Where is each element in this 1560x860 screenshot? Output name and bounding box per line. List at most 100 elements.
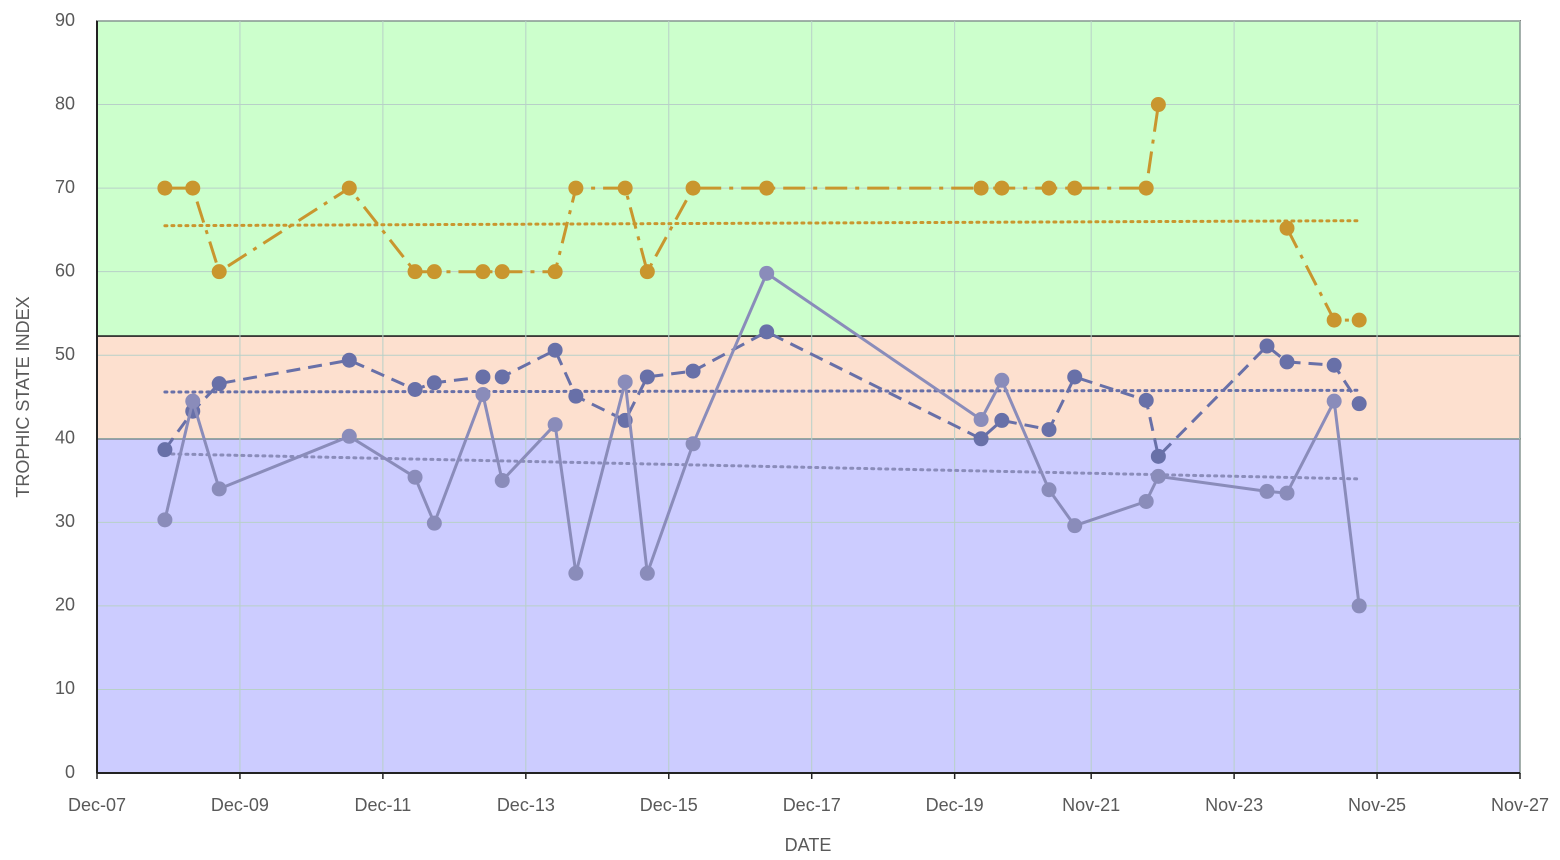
data-point xyxy=(475,264,491,280)
data-point xyxy=(547,417,563,433)
data-point xyxy=(1259,483,1275,499)
data-point xyxy=(1279,485,1295,501)
data-point xyxy=(973,431,989,447)
data-point xyxy=(341,180,357,196)
data-point xyxy=(1041,482,1057,498)
y-tick-label: 30 xyxy=(55,511,75,531)
data-point xyxy=(1351,396,1367,412)
data-point xyxy=(1138,493,1154,509)
x-axis-label: DATE xyxy=(785,835,832,855)
series-lines xyxy=(157,97,1367,614)
data-point xyxy=(1150,448,1166,464)
y-tick-label: 90 xyxy=(55,10,75,30)
y-tick-label: 80 xyxy=(55,93,75,113)
data-point xyxy=(685,180,701,196)
data-point xyxy=(341,352,357,368)
data-point xyxy=(426,515,442,531)
y-tick-label: 0 xyxy=(65,762,75,782)
data-point xyxy=(973,180,989,196)
data-point xyxy=(973,412,989,428)
data-point xyxy=(1259,338,1275,354)
band xyxy=(96,335,1521,440)
data-point xyxy=(475,386,491,402)
x-tick-label: Nov-25 xyxy=(1348,795,1406,815)
data-point xyxy=(617,180,633,196)
data-point xyxy=(426,375,442,391)
x-tick-label: Dec-17 xyxy=(783,795,841,815)
data-point xyxy=(407,469,423,485)
data-point xyxy=(1041,422,1057,438)
data-point xyxy=(1351,598,1367,614)
data-point xyxy=(759,265,775,281)
data-point xyxy=(639,565,655,581)
x-tick-label: Nov-23 xyxy=(1205,795,1263,815)
data-point xyxy=(1067,369,1083,385)
data-point xyxy=(994,412,1010,428)
data-point xyxy=(494,264,510,280)
data-point xyxy=(568,180,584,196)
data-point xyxy=(185,180,201,196)
data-point xyxy=(1138,392,1154,408)
y-tick-label: 70 xyxy=(55,177,75,197)
y-axis-label: TROPHIC STATE INDEX xyxy=(13,296,33,497)
x-tick-label: Dec-11 xyxy=(355,795,412,815)
band xyxy=(96,20,1521,337)
data-point xyxy=(547,264,563,280)
data-point xyxy=(1326,312,1342,328)
y-tick-label: 40 xyxy=(55,428,75,448)
data-point xyxy=(475,369,491,385)
x-tick-label: Nov-21 xyxy=(1062,795,1120,815)
data-point xyxy=(494,473,510,489)
data-point xyxy=(426,264,442,280)
data-point xyxy=(211,481,227,497)
x-tick-label: Nov-27 xyxy=(1491,795,1549,815)
data-point xyxy=(1150,468,1166,484)
data-point xyxy=(617,374,633,390)
data-point xyxy=(994,372,1010,388)
data-point xyxy=(1326,357,1342,373)
x-tick-label: Dec-19 xyxy=(926,795,984,815)
data-point xyxy=(1138,180,1154,196)
data-point xyxy=(407,381,423,397)
y-tick-label: 50 xyxy=(55,344,75,364)
data-point xyxy=(1351,312,1367,328)
data-point xyxy=(1067,518,1083,534)
data-point xyxy=(685,363,701,379)
data-point xyxy=(157,442,173,458)
data-point xyxy=(685,436,701,452)
data-point xyxy=(185,393,201,409)
data-point xyxy=(759,324,775,340)
data-point xyxy=(1041,180,1057,196)
x-tick-label: Dec-15 xyxy=(640,795,698,815)
y-tick-label: 20 xyxy=(55,595,75,615)
data-point xyxy=(547,342,563,358)
data-point xyxy=(1279,220,1295,236)
data-point xyxy=(494,369,510,385)
series-line xyxy=(163,271,1361,607)
data-point xyxy=(568,565,584,581)
data-point xyxy=(639,264,655,280)
x-tick-label: Dec-13 xyxy=(497,795,555,815)
y-tick-label: 60 xyxy=(55,260,75,280)
data-point xyxy=(407,264,423,280)
grid xyxy=(96,20,1521,779)
data-point xyxy=(639,369,655,385)
data-point xyxy=(341,428,357,444)
x-tick-label: Dec-09 xyxy=(211,795,269,815)
data-point xyxy=(157,180,173,196)
trend-line xyxy=(163,219,1361,228)
data-point xyxy=(759,180,775,196)
data-point xyxy=(157,512,173,528)
bands xyxy=(96,20,1521,774)
data-point xyxy=(568,388,584,404)
y-tick-label: 10 xyxy=(55,678,75,698)
data-point xyxy=(1150,97,1166,113)
data-point xyxy=(1279,354,1295,370)
data-point xyxy=(994,180,1010,196)
x-tick-label: Dec-07 xyxy=(68,795,126,815)
data-point xyxy=(1326,393,1342,409)
series-line xyxy=(163,330,1361,460)
trend-line xyxy=(163,388,1361,394)
data-point xyxy=(211,376,227,392)
